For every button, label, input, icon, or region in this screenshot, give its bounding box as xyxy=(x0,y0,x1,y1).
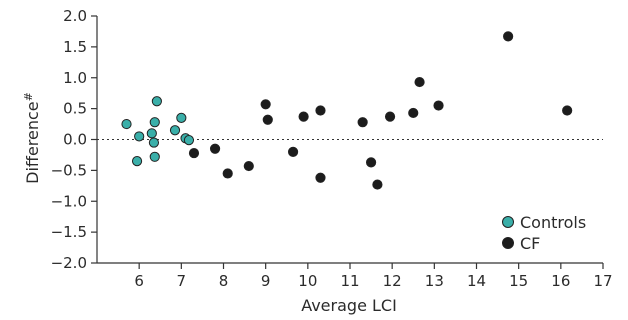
x-tick-label: 7 xyxy=(177,272,187,290)
point-cf xyxy=(562,105,573,116)
x-tick-label: 11 xyxy=(340,272,359,290)
point-controls xyxy=(149,151,160,162)
point-controls xyxy=(151,96,162,107)
point-cf xyxy=(262,114,273,125)
point-cf xyxy=(384,111,396,122)
y-tick-label: 1.5 xyxy=(63,38,87,56)
point-controls xyxy=(148,137,160,148)
legend-label-controls: Controls xyxy=(520,213,586,232)
point-cf xyxy=(408,107,419,119)
point-controls xyxy=(131,156,143,167)
y-tick-label: −1.0 xyxy=(51,192,87,210)
y-axis-title-text: Difference xyxy=(23,101,42,183)
point-controls xyxy=(121,118,132,130)
point-controls xyxy=(183,135,195,146)
point-cf xyxy=(222,168,233,179)
point-controls xyxy=(169,125,181,136)
point-cf xyxy=(433,100,444,111)
point-cf xyxy=(357,117,368,128)
point-controls xyxy=(176,112,187,123)
legend-label-cf: CF xyxy=(520,234,540,253)
point-cf xyxy=(260,99,271,110)
point-controls xyxy=(146,128,157,139)
point-cf xyxy=(372,179,383,190)
legend-marker-cf xyxy=(502,237,514,249)
y-tick-label: −1.5 xyxy=(51,223,87,241)
point-cf xyxy=(414,76,425,88)
x-tick-label: 6 xyxy=(134,272,144,290)
y-axis-title-suffix: # xyxy=(22,92,35,101)
point-cf xyxy=(209,143,221,154)
x-tick-label: 15 xyxy=(509,272,528,290)
data-points xyxy=(121,31,573,190)
x-tick-label: 13 xyxy=(425,272,444,290)
x-tick-label: 8 xyxy=(219,272,229,290)
y-tick-label: 1.0 xyxy=(63,69,87,87)
point-cf xyxy=(315,105,326,116)
point-cf xyxy=(503,31,514,42)
x-tick-label: 12 xyxy=(383,272,402,290)
x-tick-label: 17 xyxy=(593,272,612,290)
point-cf xyxy=(365,157,377,168)
x-axis-title: Average LCI xyxy=(301,296,397,315)
point-cf xyxy=(188,147,200,159)
y-tick-label: −2.0 xyxy=(51,254,87,272)
point-cf xyxy=(298,111,309,122)
legend: Controls CF xyxy=(502,213,586,253)
y-tick-label: −0.5 xyxy=(51,161,87,179)
point-cf xyxy=(315,172,326,183)
x-tick-label: 9 xyxy=(261,272,271,290)
point-cf xyxy=(243,160,254,172)
y-axis-ticks: 2.0 1.5 1.0 0.5 0.0 −0.5 −1.0 −1.5 −2.0 xyxy=(51,7,97,272)
x-axis-ticks: 6 7 8 9 10 11 12 13 14 15 16 17 xyxy=(134,263,613,290)
y-tick-label: 0.0 xyxy=(63,131,87,149)
point-cf xyxy=(287,146,299,157)
legend-marker-controls xyxy=(502,216,514,228)
x-tick-label: 16 xyxy=(551,272,570,290)
y-tick-label: 0.5 xyxy=(63,100,87,118)
point-controls xyxy=(134,131,145,142)
y-axis-title: Difference# xyxy=(22,92,42,184)
x-tick-label: 10 xyxy=(298,272,317,290)
point-controls xyxy=(149,117,160,128)
y-tick-label: 2.0 xyxy=(63,7,87,25)
x-tick-label: 14 xyxy=(467,272,486,290)
